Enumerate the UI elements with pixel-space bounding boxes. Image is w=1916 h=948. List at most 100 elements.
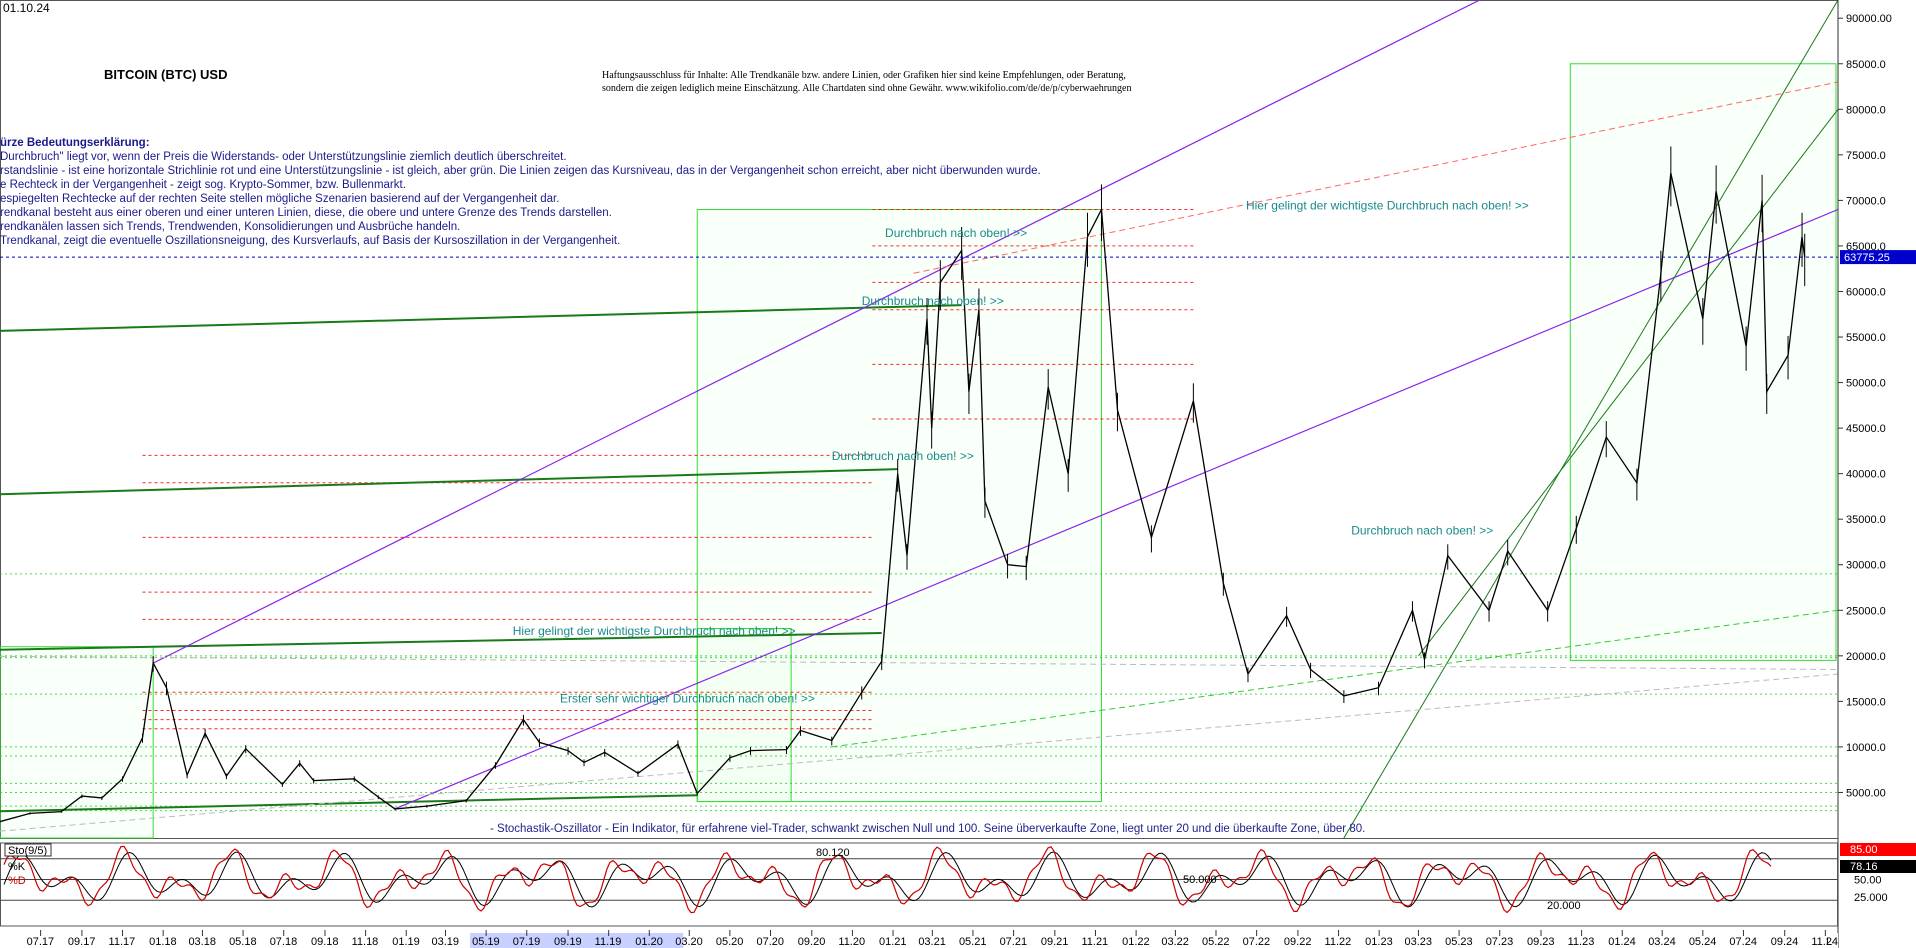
x-tick-label: 09.17 [68, 936, 96, 948]
x-axis-highlight [592, 933, 643, 948]
breakout-annotation: Durchbruch nach oben! >> [1351, 524, 1493, 538]
x-tick-label: 09.19 [554, 936, 582, 948]
price-tick-label: 85000.0 [1846, 59, 1886, 71]
x-tick-label: 09.24 [1771, 936, 1799, 948]
price-tick-label: 15000.0 [1846, 696, 1886, 708]
x-tick-label: 09.22 [1284, 936, 1312, 948]
price-tick-label: 60000.0 [1846, 286, 1886, 298]
violet-channel-upper [152, 0, 1480, 664]
legend-heading: ürze Bedeutungserklärung: [0, 137, 150, 149]
x-axis-highlight [510, 933, 561, 948]
x-tick-label: 05.22 [1202, 936, 1230, 948]
price-tick-label: 35000.0 [1846, 514, 1886, 526]
x-axis-highlight [552, 933, 603, 948]
trend-channels-layer [0, 0, 1839, 839]
oscillator-d-tag [1840, 860, 1916, 873]
x-tick-label: 03.20 [675, 936, 703, 948]
x-tick-label: 09.18 [311, 936, 339, 948]
price-tick-label: 5000.00 [1846, 787, 1886, 799]
breakout-annotation: Hier gelingt der wichtigste Durchbruch n… [513, 624, 796, 638]
x-tick-label: 05.23 [1445, 936, 1473, 948]
oscillator-d-label: %D [8, 875, 26, 887]
steep-channel-left [1343, 0, 1839, 839]
x-tick-label: 09.21 [1041, 936, 1069, 948]
legend-line: Durchbruch" liegt vor, wenn der Preis di… [0, 151, 567, 163]
violet-channel-lower [394, 208, 1839, 810]
current-price-label: 63775.25 [1844, 252, 1890, 264]
x-tick-label: 09.23 [1527, 936, 1555, 948]
price-tick-label: 25000.0 [1846, 605, 1886, 617]
x-axis-highlight [470, 933, 521, 948]
breakout-annotation: Durchbruch nach oben! >> [885, 226, 1027, 240]
breakout-annotation: Hier gelingt der wichtigste Durchbruch n… [1246, 199, 1529, 213]
price-tick-label: 40000.0 [1846, 469, 1886, 481]
price-tick-label: 65000.0 [1846, 241, 1886, 253]
legend-line: rendkanal besteht aus einer oberen und e… [0, 207, 612, 219]
price-tick-label: 75000.0 [1846, 150, 1886, 162]
disclaimer-line: sondern die zeigen lediglich meine Einsc… [602, 83, 1132, 94]
legend-line: espiegelten Rechtecke auf der rechten Se… [0, 193, 560, 205]
current-price-tag [1840, 250, 1916, 265]
price-tick-label: 50000.0 [1846, 378, 1886, 390]
oscillator-k-label: %K [8, 861, 26, 873]
x-tick-label: 11.22 [1325, 936, 1352, 948]
x-tick-label: 09.20 [798, 936, 826, 948]
x-tick-label: 11.24 [1811, 936, 1838, 948]
price-tick-label: 20000.0 [1846, 651, 1886, 663]
steep-channel-right [1418, 108, 1839, 657]
oscillator-level-label: 50.000 [1183, 874, 1217, 886]
green-long-channel-middle [0, 468, 898, 496]
x-tick-label: 07.22 [1243, 936, 1271, 948]
x-tick-label: 05.20 [716, 936, 744, 948]
annotations-layer: 63775.25 Durchbruch nach oben! >> Durchbru… [0, 199, 1916, 835]
x-tick-label: 03.22 [1161, 936, 1189, 948]
oscillator-d-value: 78.16 [1850, 861, 1878, 873]
breakout-annotation: Durchbruch nach oben! >> [832, 449, 974, 463]
x-tick-label: 07.21 [1000, 936, 1028, 948]
x-tick-label: 03.18 [188, 936, 216, 948]
mirror-box-2020-small [696, 628, 792, 803]
x-tick-label: 11.23 [1568, 936, 1595, 948]
x-tick-label: 01.23 [1365, 936, 1393, 948]
x-tick-label: 01.24 [1608, 936, 1636, 948]
x-tick-label: 05.24 [1689, 936, 1717, 948]
legend-line: rendkanälen lassen sich Trends, Trendwen… [0, 221, 461, 233]
x-tick-label: 11.18 [352, 936, 379, 948]
legend-line: Trendkanal, zeigt die eventuelle Oszilla… [0, 235, 621, 247]
chart-date: 01.10.24 [3, 1, 50, 15]
chart-title: BITCOIN (BTC) USD [104, 67, 228, 82]
x-axis-band [0, 933, 1838, 948]
price-series-layer [0, 146, 1806, 823]
breakout-annotation: Durchbruch nach oben! >> [862, 294, 1004, 308]
oscillator-label: Sto(9/5) [8, 845, 47, 857]
oscillator-tick-label: 50.00 [1854, 875, 1882, 887]
x-tick-label: 07.24 [1729, 936, 1757, 948]
x-tick-label: 03.19 [432, 936, 460, 948]
x-tick-label: 07.23 [1486, 936, 1514, 948]
scenario-box-2024 [1569, 63, 1837, 661]
oscillator-level-label: 20.000 [1547, 900, 1581, 912]
x-tick-label: 05.21 [959, 936, 987, 948]
oscillator-tick-label: 25.000 [1854, 892, 1888, 904]
x-tick-label: 03.24 [1648, 936, 1676, 948]
price-tick-label: 55000.0 [1846, 332, 1886, 344]
oscillator-k-tag [1840, 843, 1916, 856]
oscillator-label-box [4, 843, 52, 857]
x-tick-label: 07.18 [270, 936, 298, 948]
oscillator-level-label: 80.120 [816, 847, 850, 859]
disclaimer-line: Haftungsausschluss für Inhalte: Alle Tre… [602, 70, 1126, 81]
oscillator-k-value: 85.00 [1850, 844, 1878, 856]
disclaimer: Haftungsausschluss für Inhalte: Alle Tre… [602, 69, 1131, 95]
x-tick-label: 11.20 [838, 936, 865, 948]
oscillator-d-line [3, 851, 1772, 908]
oscillator-layer: Sto(9/5) %K %D 80.120 50.000 20.000 85.00 78.16… [0, 842, 1916, 927]
x-tick-label: 03.21 [918, 936, 946, 948]
oscillator-k-line [3, 845, 1772, 914]
price-tick-label: 45000.0 [1846, 423, 1886, 435]
oscillator-frame [0, 842, 1838, 927]
x-tick-label: 03.23 [1404, 936, 1432, 948]
x-tick-label: 07.17 [27, 936, 55, 948]
x-tick-label: 05.18 [229, 936, 257, 948]
